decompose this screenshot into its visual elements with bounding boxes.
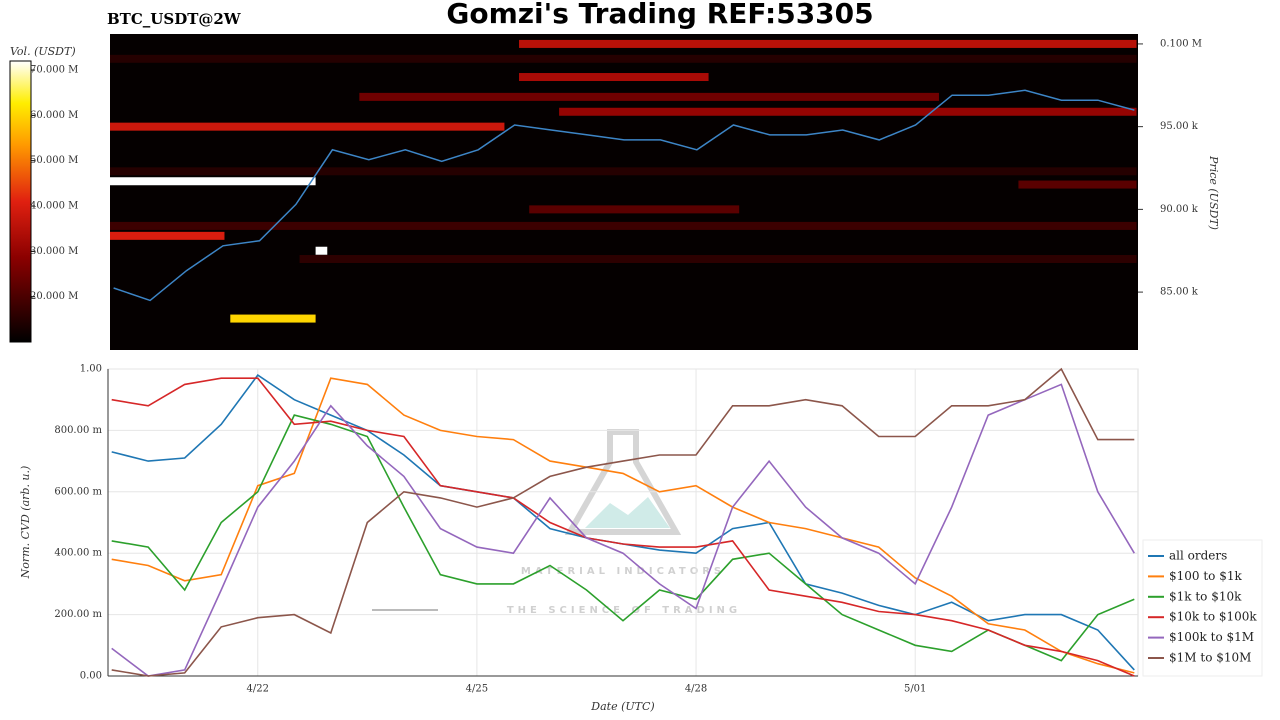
y-tick-label: 0.00 — [80, 671, 102, 682]
cvd-line — [111, 377, 1135, 677]
chart-title: Gomzi's Trading REF:53305 — [446, 0, 873, 30]
y-axis-label: Price (USDT) — [1207, 155, 1220, 230]
legend-label: $1k to $10k — [1169, 589, 1242, 603]
volume-wall — [110, 167, 1137, 176]
colorbar — [9, 60, 32, 343]
volume-wall — [230, 314, 316, 323]
volume-wall — [110, 177, 316, 186]
volume-wall — [110, 221, 1137, 230]
volume-wall — [299, 255, 1137, 264]
y-tick-label: 800.00 m — [54, 425, 102, 436]
volume-wall — [110, 231, 225, 240]
legend-label: $10k to $100k — [1169, 610, 1257, 624]
colorbar-tick-label: 30.000 M — [30, 246, 78, 257]
legend-label: $1M to $10M — [1169, 651, 1251, 665]
colorbar-tick-label: 20.000 M — [30, 291, 78, 302]
legend-label: $100k to $1M — [1169, 630, 1254, 644]
legend-label: $100 to $1k — [1169, 569, 1242, 583]
y-tick-label: 95.00 k — [1160, 121, 1199, 132]
x-tick-label: 4/25 — [466, 684, 488, 695]
watermark-subtitle: THE SCIENCE OF TRADING — [507, 605, 741, 616]
colorbar-tick-label: 40.000 M — [30, 201, 78, 212]
watermark-logo — [564, 429, 682, 535]
volume-wall — [110, 54, 1137, 63]
volume-wall — [110, 122, 505, 131]
cvd-line — [111, 383, 1135, 677]
x-tick-label: 4/28 — [685, 684, 707, 695]
legend-label: all orders — [1169, 549, 1227, 563]
colorbar-tick-label: 50.000 M — [30, 155, 78, 166]
price-line — [113, 89, 1135, 302]
legend — [1142, 539, 1263, 677]
cvd-line — [111, 367, 1135, 677]
y-tick-label: 200.00 m — [54, 609, 102, 620]
volume-wall — [315, 246, 328, 255]
colorbar-tick-label: 60.000 M — [30, 110, 78, 121]
colorbar-tick-label: 70.000 M — [30, 65, 78, 76]
colorbar-label: Vol. (USDT) — [10, 45, 76, 58]
volume-wall — [519, 73, 709, 82]
volume-wall — [529, 205, 740, 214]
y-tick-label: 400.00 m — [54, 548, 102, 559]
cvd-line — [111, 414, 1135, 662]
y-tick-label: 90.00 k — [1160, 204, 1199, 215]
x-axis-label: Date (UTC) — [590, 700, 654, 713]
y-tick-label: 0.100 M — [1160, 38, 1202, 49]
volume-wall — [559, 107, 1137, 116]
y-tick-label: 600.00 m — [54, 486, 102, 497]
watermark-title: MATERIAL INDICATORS — [521, 566, 725, 577]
y-axis-label: Norm. CVD (arb. u.) — [19, 466, 32, 580]
volume-wall — [519, 39, 1137, 48]
volume-wall — [1018, 180, 1137, 189]
y-tick-label: 1.00 — [80, 364, 102, 375]
x-tick-label: 5/01 — [904, 684, 926, 695]
heatmap-bg — [110, 34, 1138, 350]
x-tick-label: 4/22 — [247, 684, 269, 695]
chart-subtitle: BTC_USDT@2W — [107, 10, 242, 28]
volume-wall — [359, 92, 939, 101]
y-tick-label: 85.00 k — [1160, 287, 1199, 298]
